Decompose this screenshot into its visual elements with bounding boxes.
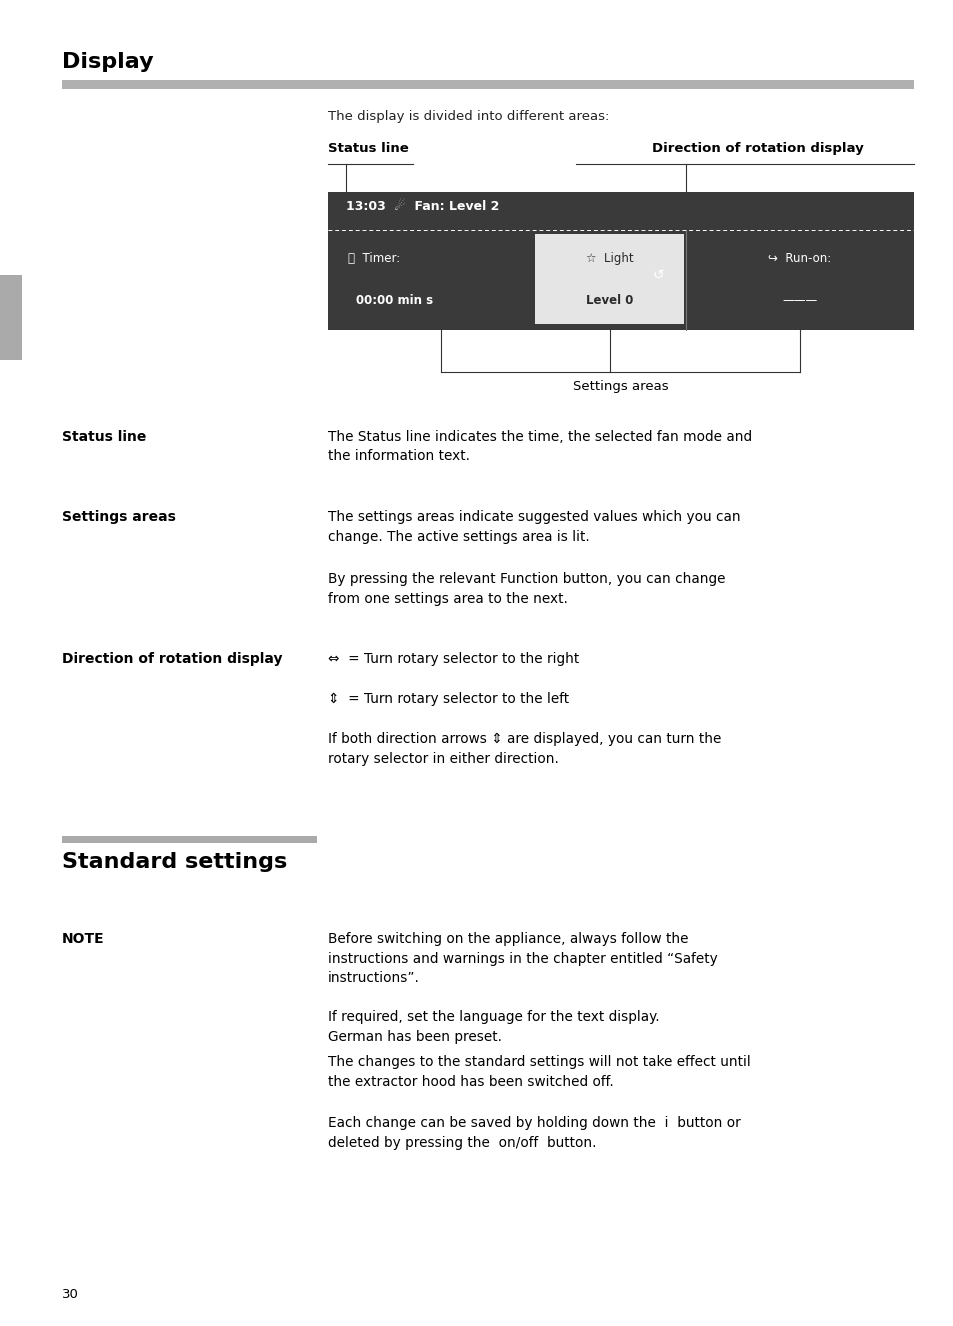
Text: The settings areas indicate suggested values which you can
change. The active se: The settings areas indicate suggested va… bbox=[328, 511, 740, 544]
Text: If required, set the language for the text display.
German has been preset.: If required, set the language for the te… bbox=[328, 1010, 659, 1044]
Text: 30: 30 bbox=[62, 1288, 79, 1301]
Text: ⏰  Timer:: ⏰ Timer: bbox=[348, 252, 400, 265]
Text: 00:00 min s: 00:00 min s bbox=[355, 294, 433, 308]
Text: NOTE: NOTE bbox=[62, 932, 105, 945]
Bar bbox=[328, 192, 913, 229]
Text: Display: Display bbox=[62, 52, 153, 72]
Text: The changes to the standard settings will not take effect until
the extractor ho: The changes to the standard settings wil… bbox=[328, 1055, 750, 1089]
Text: Direction of rotation display: Direction of rotation display bbox=[62, 652, 282, 666]
Text: 13:03  ☄  Fan: Level 2: 13:03 ☄ Fan: Level 2 bbox=[346, 200, 498, 213]
Text: By pressing the relevant Function button, you can change
from one settings area : By pressing the relevant Function button… bbox=[328, 572, 724, 606]
Text: Direction of rotation display: Direction of rotation display bbox=[651, 142, 862, 155]
Text: Level 0: Level 0 bbox=[585, 294, 633, 308]
Text: Before switching on the appliance, always follow the
instructions and warnings i: Before switching on the appliance, alway… bbox=[328, 932, 717, 985]
Text: If both direction arrows ⇕ are displayed, you can turn the
rotary selector in ei: If both direction arrows ⇕ are displayed… bbox=[328, 732, 720, 765]
Text: ⇔  = Turn rotary selector to the right: ⇔ = Turn rotary selector to the right bbox=[328, 652, 578, 666]
Text: ↺: ↺ bbox=[652, 268, 663, 282]
Text: ☆  Light: ☆ Light bbox=[585, 252, 633, 265]
Text: Standard settings: Standard settings bbox=[62, 853, 287, 873]
Text: Status line: Status line bbox=[62, 430, 146, 444]
Text: ———: ——— bbox=[781, 294, 817, 308]
Bar bbox=[535, 233, 683, 324]
Text: Settings areas: Settings areas bbox=[573, 381, 668, 392]
Text: Status line: Status line bbox=[328, 142, 408, 155]
Bar bbox=[62, 80, 913, 89]
Text: Settings areas: Settings areas bbox=[62, 511, 175, 524]
Text: ⇕  = Turn rotary selector to the left: ⇕ = Turn rotary selector to the left bbox=[328, 692, 569, 705]
Bar bbox=[0, 274, 22, 359]
Text: Each change can be saved by holding down the  i  button or
deleted by pressing t: Each change can be saved by holding down… bbox=[328, 1116, 740, 1150]
Text: The display is divided into different areas:: The display is divided into different ar… bbox=[328, 110, 609, 123]
Text: The Status line indicates the time, the selected fan mode and
the information te: The Status line indicates the time, the … bbox=[328, 430, 751, 464]
Bar bbox=[328, 192, 913, 330]
Text: ↪  Run-on:: ↪ Run-on: bbox=[767, 252, 831, 265]
Bar bbox=[62, 835, 316, 843]
